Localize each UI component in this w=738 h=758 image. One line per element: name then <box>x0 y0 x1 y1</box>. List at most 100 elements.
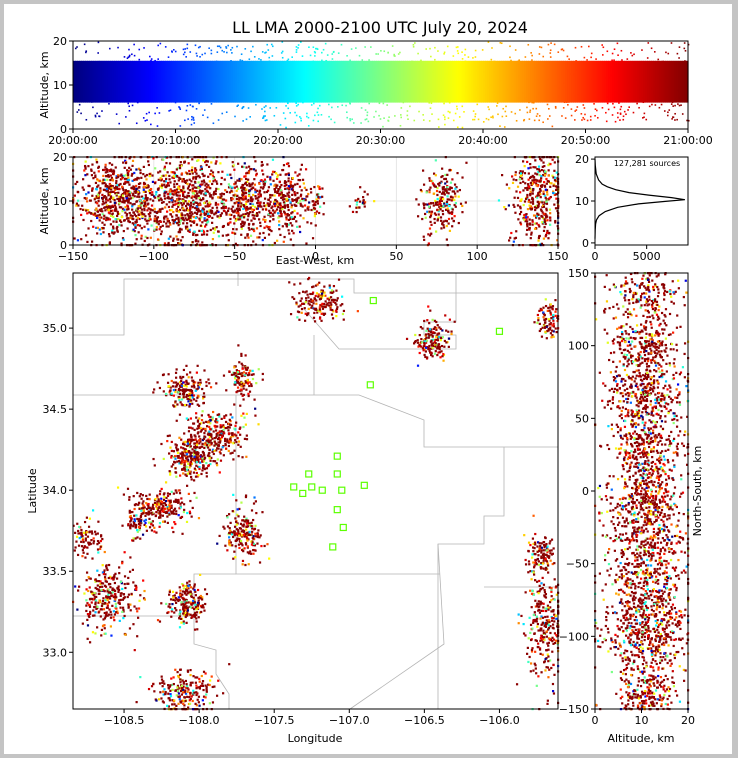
altitude-eastwest-point <box>105 168 108 171</box>
altitude-time-point <box>316 68 318 71</box>
altitude-eastwest-point <box>103 223 106 226</box>
altitude-eastwest-point <box>140 227 143 230</box>
altitude-time-point <box>653 91 655 94</box>
altitude-eastwest-point <box>201 189 204 193</box>
altitude-time-point <box>628 106 630 108</box>
altitude-time-point <box>502 107 505 110</box>
altitude-eastwest-point <box>230 207 233 211</box>
altitude-time-point <box>355 93 358 96</box>
altitude-eastwest-point <box>187 217 191 220</box>
altitude-eastwest-point <box>428 177 431 180</box>
altitude-eastwest-point <box>298 225 301 228</box>
altitude-eastwest-point <box>278 228 281 231</box>
altitude-time-point <box>472 57 474 59</box>
altitude-eastwest-point <box>119 182 122 186</box>
altitude-eastwest-point <box>104 209 107 212</box>
altitude-time-point <box>617 116 619 119</box>
altitude-eastwest-point <box>280 183 283 187</box>
altitude-time-point <box>480 67 483 69</box>
altitude-time-point <box>524 64 526 67</box>
altitude-time-point <box>427 60 431 103</box>
altitude-eastwest-point <box>198 176 201 179</box>
altitude-time-point <box>521 60 525 103</box>
altitude-eastwest-point <box>132 192 135 195</box>
altitude-eastwest-point <box>162 158 165 161</box>
altitude-time-point <box>251 99 254 102</box>
altitude-time-point <box>243 61 245 64</box>
altitude-eastwest-point <box>187 229 190 232</box>
altitude-eastwest-point <box>256 189 259 192</box>
altitude-eastwest-point <box>287 229 290 232</box>
map-point <box>167 373 170 376</box>
altitude-eastwest-point <box>160 174 164 178</box>
altitude-time-point <box>374 75 377 78</box>
altitude-eastwest-point <box>432 192 435 195</box>
map-point <box>162 390 165 393</box>
altitude-time-point <box>653 67 655 70</box>
altitude-eastwest-point <box>109 178 112 182</box>
altitude-eastwest-point <box>121 210 124 213</box>
altitude-time-point <box>338 79 341 81</box>
altitude-time-point <box>206 74 209 77</box>
altitude-eastwest-point <box>431 180 434 183</box>
altitude-eastwest-point <box>160 186 163 189</box>
altitude-time-point <box>288 60 291 103</box>
map-point <box>128 498 131 501</box>
altitude-eastwest-point <box>257 193 260 196</box>
altitude-time-point <box>93 66 95 69</box>
altitude-time-point <box>422 119 425 121</box>
altitude-eastwest-point <box>109 200 112 203</box>
altitude-eastwest-point <box>254 160 257 163</box>
altitude-eastwest-point <box>133 202 136 206</box>
map-point <box>172 381 175 384</box>
altitude-eastwest-point <box>252 222 255 226</box>
altitude-eastwest-point <box>115 175 118 178</box>
map-point <box>172 404 175 407</box>
altitude-eastwest-point <box>156 221 159 224</box>
map-point <box>194 459 197 462</box>
altitude-eastwest-point <box>232 164 235 167</box>
altitude-eastwest-point <box>317 185 320 188</box>
map-point <box>201 387 204 391</box>
map-point <box>156 494 159 497</box>
altitude-eastwest-point <box>108 162 111 165</box>
altitude-time-point <box>639 89 642 91</box>
altitude-eastwest-point <box>206 218 209 221</box>
map-point <box>207 378 210 381</box>
altitude-eastwest-point <box>114 188 117 192</box>
altitude-time-point <box>394 55 396 57</box>
altitude-time-point <box>620 60 623 103</box>
map-point <box>174 498 177 501</box>
altitude-time-point <box>449 81 452 84</box>
altitude-eastwest-point <box>305 242 308 245</box>
altitude-eastwest-point <box>254 169 257 172</box>
map-point <box>165 392 168 396</box>
altitude-eastwest-point <box>131 203 134 206</box>
altitude-eastwest-point <box>261 163 264 166</box>
map-point <box>197 460 200 463</box>
altitude-eastwest-point <box>176 194 179 197</box>
altitude-eastwest-point <box>287 185 291 188</box>
altitude-time-point <box>464 48 467 51</box>
altitude-time-point <box>482 76 484 78</box>
altitude-time-point <box>183 99 186 101</box>
altitude-time-point <box>457 46 459 48</box>
altitude-eastwest-point <box>137 193 140 196</box>
map-point <box>167 385 170 388</box>
altitude-time-point <box>364 109 367 111</box>
altitude-eastwest-point <box>539 157 542 161</box>
altitude-eastwest-point <box>237 216 240 219</box>
altitude-time-point <box>126 57 129 60</box>
map-point <box>199 461 202 464</box>
altitude-time-point <box>522 63 524 66</box>
altitude-eastwest-point <box>172 193 175 196</box>
altitude-eastwest-point <box>295 198 298 201</box>
altitude-eastwest-point <box>232 228 235 231</box>
altitude-eastwest-point <box>144 197 147 200</box>
altitude-eastwest-point <box>182 185 185 188</box>
map-point <box>185 373 189 376</box>
altitude-eastwest-point <box>125 199 129 202</box>
altitude-eastwest-point <box>286 192 289 195</box>
altitude-eastwest-point <box>249 211 252 214</box>
altitude-eastwest-point <box>317 197 320 200</box>
